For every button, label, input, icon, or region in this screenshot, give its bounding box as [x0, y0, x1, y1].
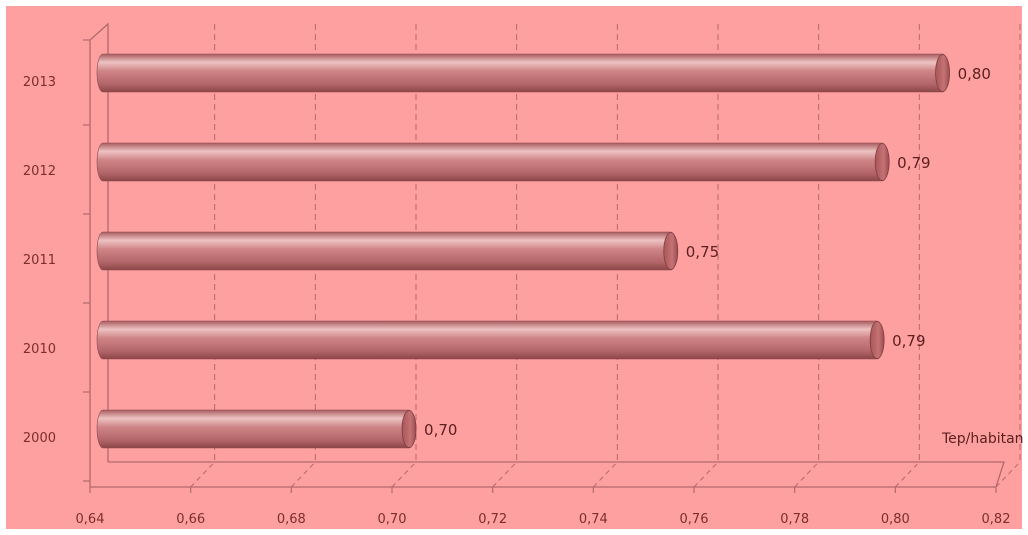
y-tick-label: 2010 — [23, 342, 56, 357]
data-label: 0,79 — [892, 332, 925, 350]
floor-gridline — [995, 461, 1021, 488]
bar-end-cap — [869, 321, 885, 359]
data-label: 0,70 — [424, 421, 457, 439]
x-tick-label: 0,76 — [680, 512, 709, 527]
x-tick-label: 0,74 — [579, 512, 608, 527]
x-tick-label: 0,64 — [76, 512, 105, 527]
y-tick-label: 2011 — [23, 253, 56, 268]
x-tick-label: 0,66 — [176, 512, 205, 527]
bar-end-cap — [401, 410, 417, 448]
bar — [96, 409, 417, 449]
floor-gridline — [391, 461, 417, 488]
y-tick-label: 2012 — [23, 164, 56, 179]
floor-gridline — [290, 461, 316, 488]
y-tick-label: 2013 — [23, 75, 56, 90]
x-tick-label: 0,78 — [780, 512, 809, 527]
x-tick-label: 0,70 — [378, 512, 407, 527]
bar — [96, 142, 890, 182]
bar — [96, 53, 950, 93]
x-tick-label: 0,68 — [277, 512, 306, 527]
data-label: 0,75 — [686, 243, 719, 261]
unit-label: Tep/habitan — [941, 431, 1024, 447]
y-tick-label: 2000 — [23, 431, 56, 446]
x-tick-label: 0,80 — [881, 512, 910, 527]
x-tick-label: 0,82 — [982, 512, 1011, 527]
floor-gridline — [794, 461, 820, 488]
floor-gridline — [190, 461, 216, 488]
bar-end-cap — [874, 143, 890, 181]
data-label: 0,79 — [897, 154, 930, 172]
bar-end-cap — [935, 54, 950, 92]
bar-end-cap — [663, 232, 679, 270]
floor-gridline — [894, 461, 920, 488]
floor-plane — [90, 461, 1005, 488]
floor-gridline — [492, 461, 518, 488]
bar — [96, 320, 885, 360]
x-tick-label: 0,72 — [478, 512, 507, 527]
bar — [96, 231, 679, 271]
floor-gridline — [592, 461, 618, 488]
floor-gridline — [693, 461, 719, 488]
data-label: 0,80 — [958, 65, 991, 83]
